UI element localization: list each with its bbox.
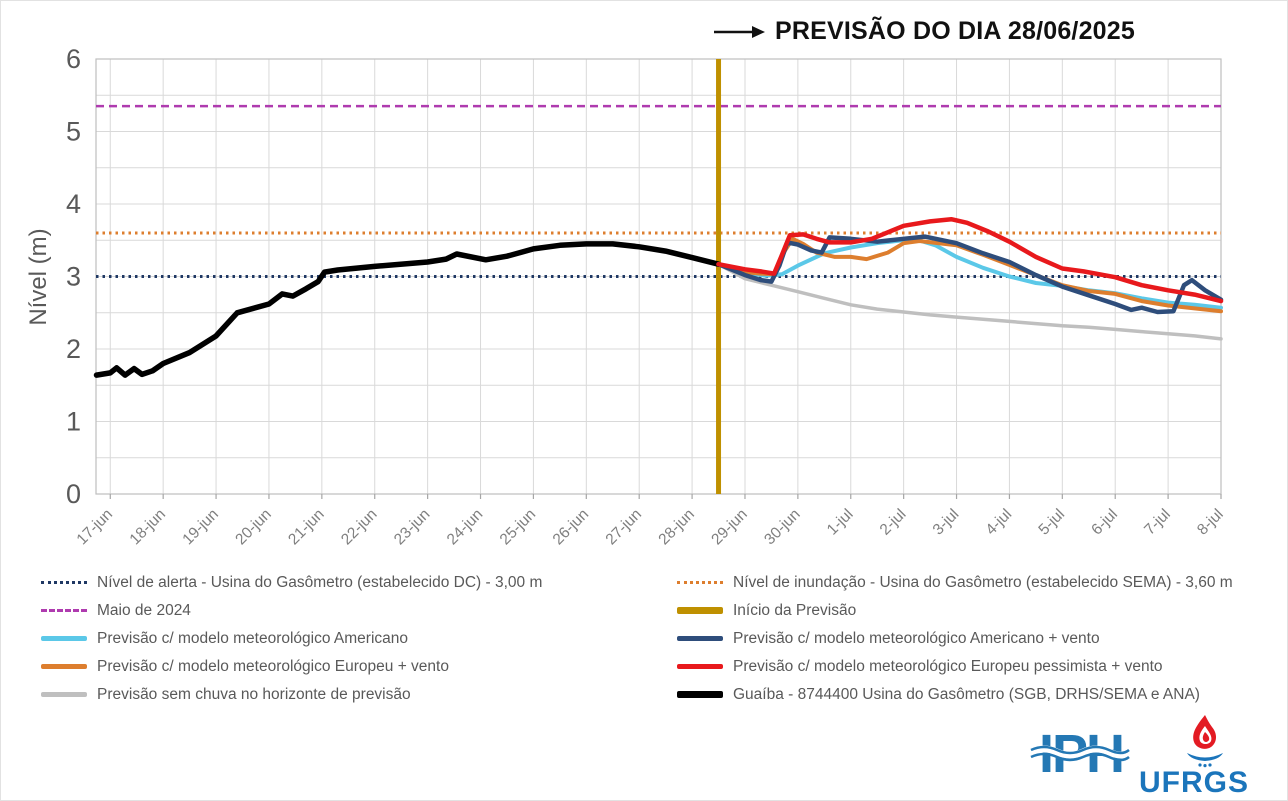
legend-item: Previsão c/ modelo meteorológico Europeu… bbox=[677, 657, 1261, 676]
x-tick-label: 6-jul bbox=[1088, 506, 1121, 539]
long-right-arrow-icon bbox=[714, 25, 765, 38]
legend-swatch-dotted bbox=[41, 581, 87, 584]
legend-label: Previsão c/ modelo meteorológico America… bbox=[97, 629, 409, 647]
ufrgs-logo-text: UFRGS bbox=[1139, 766, 1249, 794]
x-tick-label: 22-jun bbox=[338, 506, 380, 548]
legend-label: Maio de 2024 bbox=[97, 601, 191, 619]
series-europeu-pessimista-vento bbox=[716, 216, 1224, 304]
legend-item: Guaíba - 8744400 Usina do Gasômetro (SGB… bbox=[677, 685, 1261, 704]
legend-label: Previsão sem chuva no horizonte de previ… bbox=[97, 685, 411, 703]
legend-item: Nível de inundação - Usina do Gasômetro … bbox=[677, 573, 1261, 592]
x-tick-label: 19-jun bbox=[179, 506, 221, 548]
y-tick-label: 2 bbox=[66, 334, 81, 364]
legend-item: Previsão c/ modelo meteorológico America… bbox=[677, 629, 1261, 648]
legend-swatch-line bbox=[41, 664, 87, 669]
legend-swatch-dotted bbox=[677, 581, 723, 584]
x-tick-label: 23-jun bbox=[391, 506, 433, 548]
x-tick-label: 1-jul bbox=[824, 506, 857, 539]
legend-swatch-thick bbox=[677, 691, 723, 698]
legend-label: Nível de alerta - Usina do Gasômetro (es… bbox=[97, 573, 543, 591]
x-tick-label: 26-jun bbox=[550, 506, 592, 548]
x-tick-label: 27-jun bbox=[603, 506, 645, 548]
x-tick-label: 20-jun bbox=[232, 506, 274, 548]
y-tick-label: 0 bbox=[66, 479, 81, 509]
x-tick-label: 4-jul bbox=[983, 506, 1016, 539]
legend-label: Previsão c/ modelo meteorológico Europeu… bbox=[733, 657, 1163, 675]
legend-item: Previsão sem chuva no horizonte de previ… bbox=[41, 685, 677, 704]
legend-swatch-thick bbox=[677, 607, 723, 614]
footer-logos: IPH UFRGS bbox=[1029, 714, 1279, 794]
legend-column-right: Nível de inundação - Usina do Gasômetro … bbox=[677, 573, 1261, 704]
y-tick-label: 5 bbox=[66, 117, 81, 147]
x-tick-label: 5-jul bbox=[1035, 506, 1068, 539]
x-tick-label: 30-jun bbox=[761, 506, 803, 548]
y-tick-label: 1 bbox=[66, 407, 81, 437]
legend-swatch-dashed bbox=[41, 609, 87, 612]
x-tick-label: 8-jul bbox=[1194, 506, 1227, 539]
legend-label: Início da Previsão bbox=[733, 601, 857, 619]
x-tick-label: 24-jun bbox=[444, 506, 486, 548]
x-tick-label: 7-jul bbox=[1141, 506, 1174, 539]
x-tick-label: 17-jun bbox=[74, 506, 116, 548]
x-tick-label: 2-jul bbox=[877, 506, 910, 539]
legend-label: Previsão c/ modelo meteorológico Europeu… bbox=[97, 657, 449, 675]
ufrgs-logo: UFRGS bbox=[1139, 715, 1249, 794]
legend-item: Previsão c/ modelo meteorológico Europeu… bbox=[41, 657, 677, 676]
series-guaiba-observado bbox=[93, 241, 722, 378]
ufrgs-flame-icon bbox=[1187, 715, 1223, 768]
y-tick-label: 4 bbox=[66, 189, 81, 219]
legend-swatch-line bbox=[41, 692, 87, 697]
x-tick-label: 18-jun bbox=[127, 506, 169, 548]
legend-swatch-line bbox=[677, 636, 723, 641]
legend-item: Nível de alerta - Usina do Gasômetro (es… bbox=[41, 573, 677, 592]
y-tick-label: 6 bbox=[66, 44, 81, 74]
chart-title-block: PREVISÃO DO DIA 28/06/2025 bbox=[713, 17, 1135, 46]
series-sem-chuva bbox=[716, 262, 1223, 341]
legend-column-left: Nível de alerta - Usina do Gasômetro (es… bbox=[41, 573, 677, 704]
iph-logo: IPH bbox=[1029, 724, 1132, 784]
legend-label: Guaíba - 8744400 Usina do Gasômetro (SGB… bbox=[733, 685, 1200, 703]
x-tick-label: 25-jun bbox=[497, 506, 539, 548]
legend-swatch-line bbox=[677, 664, 723, 669]
legend-item: Maio de 2024 bbox=[41, 601, 677, 620]
legend-swatch-line bbox=[41, 636, 87, 641]
chart-title: PREVISÃO DO DIA 28/06/2025 bbox=[775, 17, 1135, 45]
x-tick-label: 28-jun bbox=[655, 506, 697, 548]
x-tick-label: 21-jun bbox=[285, 506, 327, 548]
legend-label: Previsão c/ modelo meteorológico America… bbox=[733, 629, 1100, 647]
y-tick-label: 3 bbox=[66, 262, 81, 292]
level-forecast-chart: 17-jun 18-jun 19-jun 20-jun 21-jun 22-jun 23-j… bbox=[66, 44, 1227, 548]
x-tick-label: 29-jun bbox=[708, 506, 750, 548]
chart-legend: Nível de alerta - Usina do Gasômetro (es… bbox=[41, 573, 1261, 704]
legend-item: Início da Previsão bbox=[677, 601, 1261, 620]
legend-item: Previsão c/ modelo meteorológico America… bbox=[41, 629, 677, 648]
x-tick-label: 3-jul bbox=[930, 506, 963, 539]
legend-label: Nível de inundação - Usina do Gasômetro … bbox=[733, 573, 1233, 591]
